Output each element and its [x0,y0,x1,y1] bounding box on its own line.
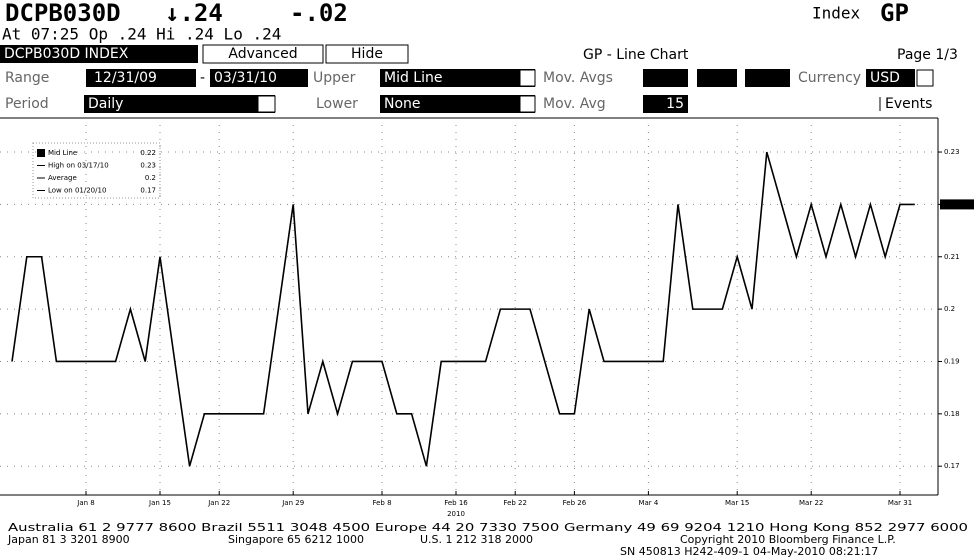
lower-label: Lower [316,96,358,112]
change: -.02 [290,0,348,27]
legend-box [32,142,161,199]
series-line [11,151,915,467]
quote-line: At 07:25 Op .24 Hi .24 Lo .24 [2,25,281,44]
legend-value: 0.2 [145,174,156,182]
mov-avg-label: Mov. Avg [543,96,606,112]
upper: Mid Line [384,70,442,86]
currency-dropdown[interactable] [916,69,934,87]
events: Events [885,96,932,112]
legend-value: 0.23 [140,162,156,170]
mov-avg-box[interactable] [643,95,688,113]
x-tick-label: Feb 8 [372,499,391,507]
legend-swatch [37,149,45,157]
x-tick-label: Feb 22 [503,499,527,507]
x-tick-label: Jan 22 [207,499,230,507]
x-year: 2010 [447,510,465,518]
x-tick-label: Jan 15 [148,499,171,507]
currency-box[interactable] [866,69,915,87]
mov-avg-3[interactable] [745,69,790,87]
legend-label: Average [48,174,77,182]
legend-label: Mid Line [48,149,77,157]
x-tick-label: Mar 22 [799,499,823,507]
x-tick-label: Mar 4 [638,499,658,507]
y-tick-label: 0.2 [944,305,955,313]
upper-box[interactable] [380,69,535,87]
mov-avg-2[interactable] [697,69,737,87]
mov-avg: 15 [666,96,684,112]
y-tick-label: 0.23 [944,148,960,156]
period-box[interactable] [84,95,275,113]
legend-label: High on 03/17/10 [48,162,109,170]
x-tick-label: Feb 26 [563,499,587,507]
upper-label: Upper [313,70,356,86]
period: Daily [88,96,123,112]
x-tick-label: Mar 31 [888,499,912,507]
advanced-button[interactable] [202,44,324,64]
range-start-box[interactable] [86,69,196,87]
footer-japan: Japan 81 3 3201 8900 [7,533,130,546]
hide-button[interactable] [325,44,409,64]
period-label: Period [5,96,49,112]
footer-copyright: Copyright 2010 Bloomberg Finance L.P. [680,533,896,546]
y-tick-label: 0.21 [944,253,960,261]
footer-us: U.S. 1 212 318 2000 [420,533,533,546]
lower-box[interactable] [380,95,535,113]
range-label: Range [5,70,49,86]
mov-avgs-label: Mov. Avgs [543,70,613,86]
x-tick-label: Jan 8 [76,499,94,507]
view-title: GP - Line Chart [583,47,689,63]
hide-label: Hide [351,46,383,62]
security: DCPB030D INDEX [4,46,129,62]
range-sep: - [200,70,205,86]
footer-sn: SN 450813 H242-409-1 04-May-2010 08:21:1… [620,545,878,558]
footer-line1: Australia 61 2 9777 8600 Brazil 5511 304… [8,521,968,534]
currency-label: Currency [798,70,861,86]
currency: USD [870,70,900,86]
legend-label: Low on 01/20/10 [48,187,106,195]
legend-value: 0.17 [140,187,156,195]
range-end: 03/31/10 [214,70,277,86]
y-tick-label: 0.18 [944,410,960,418]
x-tick-label: Feb 16 [444,499,468,507]
upper-dropdown[interactable] [519,69,536,87]
range-end-box[interactable] [210,69,308,87]
last-price: ↓.24 [165,0,223,27]
index-label: Index [812,4,861,23]
function: GP [880,0,909,27]
legend-value: 0.22 [140,149,156,157]
range-start: 12/31/09 [94,70,157,86]
mov-avg-1[interactable] [643,69,688,87]
y-tick-label: 0.19 [944,357,960,365]
page: Page 1/3 [897,47,958,63]
security-box [0,45,198,63]
footer-singapore: Singapore 65 6212 1000 [228,533,364,546]
advanced-label: Advanced [228,46,297,62]
last-value-tag [940,199,974,210]
y-tick-label: 0.17 [944,462,960,470]
period-dropdown[interactable] [257,95,276,113]
x-tick-label: Mar 15 [725,499,749,507]
lower: None [384,96,421,112]
x-tick-label: Jan 29 [281,499,304,507]
ticker: DCPB030D [5,0,121,27]
lower-dropdown[interactable] [519,95,536,113]
